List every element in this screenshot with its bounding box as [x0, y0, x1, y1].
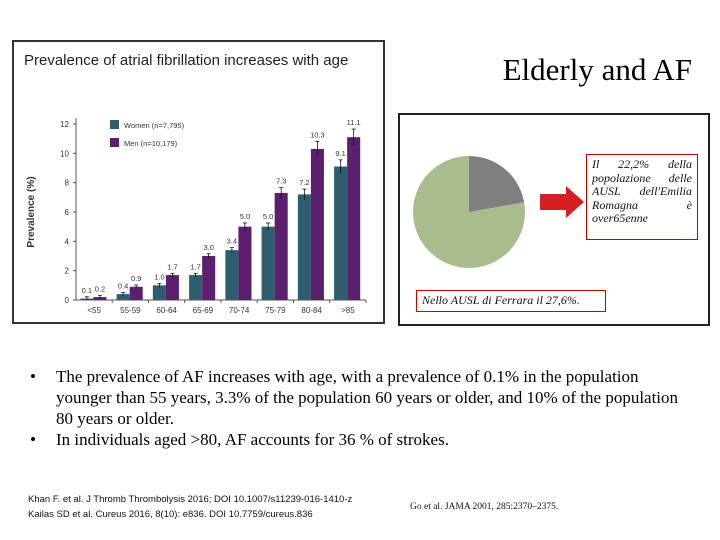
pie-chart	[413, 156, 584, 268]
pie-slice-over65	[469, 156, 525, 212]
data-label: 1.7	[167, 262, 177, 271]
data-label: 9.1	[335, 149, 345, 158]
x-tick-label: 70-74	[229, 306, 250, 315]
data-label: 5.0	[263, 212, 273, 221]
data-label: 3.0	[203, 243, 213, 252]
bullet-glyph: •	[30, 367, 36, 386]
reference-go: Go et al. JAMA 2001, 285:2370–2375.	[410, 502, 559, 512]
bar-chart-panel: Prevalence of atrial fibrillation increa…	[12, 40, 385, 324]
bullet-item: • In individuals aged >80, AF accounts fo…	[30, 429, 690, 450]
bar	[129, 286, 143, 300]
data-label: 1.7	[190, 262, 200, 271]
reference-kailas: Kailas SD et al. Cureus 2016, 8(10): e83…	[28, 509, 313, 520]
bullet-item: • The prevalence of AF increases with age…	[30, 366, 690, 429]
data-label: 0.1	[82, 286, 92, 295]
x-tick-label: <55	[87, 306, 101, 315]
bullet-list: • The prevalence of AF increases with age…	[30, 366, 690, 450]
bar	[347, 137, 361, 300]
arrow-icon	[540, 186, 584, 218]
data-label: 10.3	[310, 130, 325, 139]
bullet-glyph: •	[30, 430, 36, 449]
y-tick-label: 2	[65, 267, 70, 276]
data-label: 0.4	[118, 281, 128, 290]
bar	[238, 226, 252, 300]
bullet-text: In individuals aged >80, AF accounts for…	[56, 430, 449, 449]
x-tick-label: 80-84	[301, 306, 322, 315]
bar	[334, 166, 348, 300]
x-tick-label: 65-69	[193, 306, 214, 315]
chart-title: Prevalence of atrial fibrillation increa…	[24, 52, 349, 69]
y-tick-label: 0	[65, 296, 70, 305]
bar	[225, 250, 239, 300]
y-axis-label: Prevalence (%)	[26, 176, 37, 247]
slide-title: Elderly and AF	[502, 52, 692, 87]
data-label: 1.0	[154, 273, 164, 282]
legend-label: Men (n=10,179)	[124, 139, 178, 148]
legend-label: Women (n=7,795)	[124, 121, 185, 130]
bar	[310, 148, 324, 300]
bar	[297, 194, 311, 300]
bar	[152, 285, 166, 300]
bar	[261, 226, 275, 300]
bar	[189, 275, 203, 300]
legend-swatch	[110, 120, 119, 129]
bullet-text: The prevalence of AF increases with age,…	[56, 367, 679, 428]
data-label: 5.0	[240, 212, 250, 221]
legend-swatch	[110, 138, 119, 147]
bar	[274, 192, 288, 300]
pie-callout: Il 22,2% della popolazione delle AUSL de…	[586, 154, 698, 240]
pie-note: Nello AUSL di Ferrara il 27,6%.	[416, 290, 606, 312]
data-label: 0.2	[95, 284, 105, 293]
references-left: Khan F. et al. J Thromb Thrombolysis 201…	[28, 492, 352, 522]
y-tick-label: 10	[60, 149, 69, 158]
data-label: 11.1	[347, 118, 361, 127]
y-tick-label: 8	[65, 179, 70, 188]
y-tick-label: 6	[65, 208, 70, 217]
data-label: 7.3	[276, 177, 286, 186]
reference-khan: Khan F. et al. J Thromb Thrombolysis 201…	[28, 494, 353, 505]
data-label: 7.2	[299, 178, 309, 187]
bar	[165, 275, 179, 300]
bar-chart: 0 2 4 6 8 10 12 Prevalence (%) Women (n=7,795) Me…	[26, 118, 367, 315]
data-label: 0.9	[131, 274, 141, 283]
x-tick-label: 75-79	[265, 306, 286, 315]
y-tick-label: 12	[60, 120, 69, 129]
data-label: 3.4	[227, 237, 237, 246]
bar	[116, 294, 130, 300]
x-tick-label: 60-64	[156, 306, 177, 315]
y-tick-label: 4	[65, 237, 70, 246]
bar	[202, 256, 216, 300]
x-tick-label: 55-59	[120, 306, 141, 315]
x-tick-label: >85	[341, 306, 355, 315]
